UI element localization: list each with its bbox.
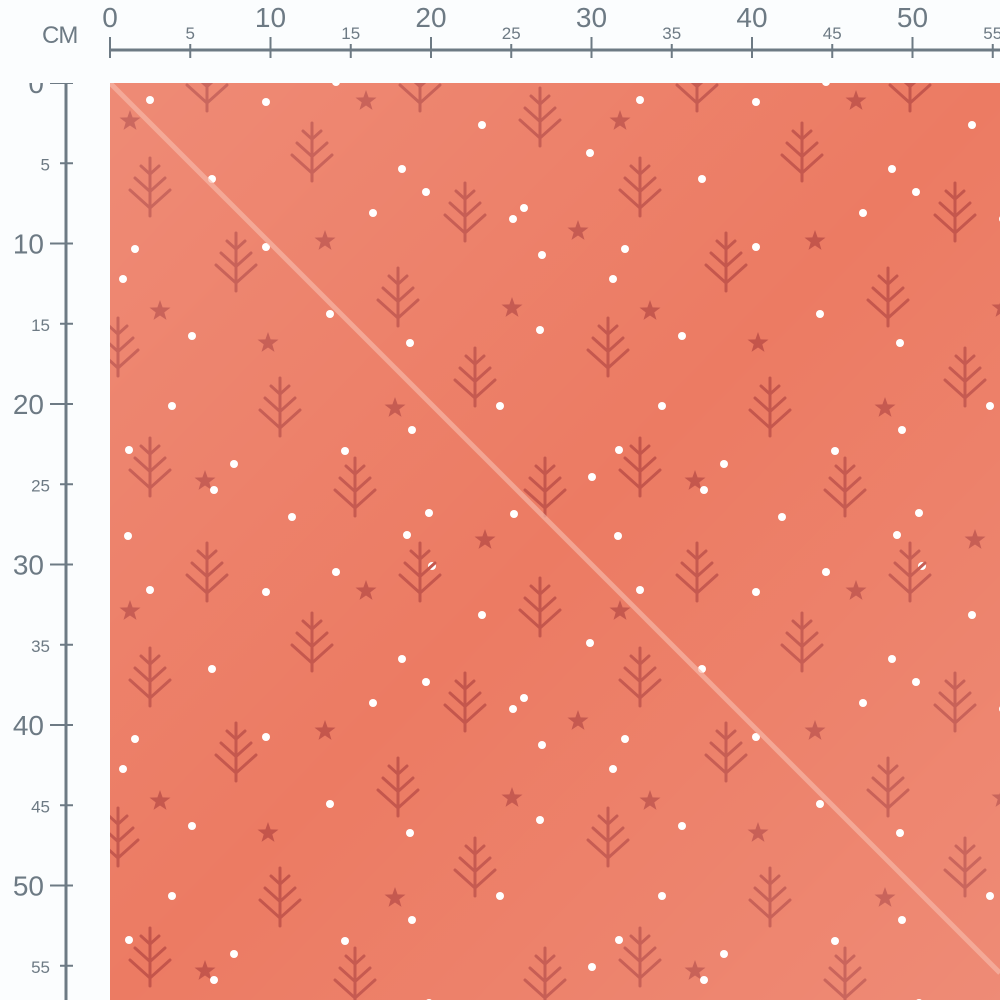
left-ruler-label: 15: [31, 316, 50, 335]
top-ruler-label: 20: [415, 2, 446, 33]
left-ruler-label: 55: [31, 958, 50, 977]
left-ruler-label: 40: [13, 710, 44, 741]
top-ruler-label: 15: [341, 24, 360, 43]
left-ruler-label: 5: [41, 155, 50, 174]
top-ruler-label: 55: [983, 24, 1000, 43]
left-ruler-label: 35: [31, 637, 50, 656]
left-ruler-label: 20: [13, 389, 44, 420]
top-ruler-label: 25: [502, 24, 521, 43]
top-ruler-label: 40: [736, 2, 767, 33]
top-ruler-label: 5: [186, 24, 195, 43]
top-ruler: 0 5 10 15 20 25 30 35 40 45 50 55: [102, 2, 1000, 58]
left-ruler-label: 10: [13, 229, 44, 260]
left-ruler-label: 45: [31, 797, 50, 816]
left-ruler-label: 25: [31, 476, 50, 495]
left-ruler-label: 50: [13, 871, 44, 902]
top-ruler-label: 50: [897, 2, 928, 33]
top-ruler-label: 0: [102, 2, 118, 33]
top-ruler-label: 35: [662, 24, 681, 43]
top-ruler-label: 45: [823, 24, 842, 43]
top-ruler-label: 10: [255, 2, 286, 33]
unit-label: CM: [42, 22, 78, 49]
fold-line: [110, 83, 1000, 975]
fabric-sheen: [110, 83, 1000, 1000]
left-ruler-label: 30: [13, 550, 44, 581]
left-ruler-area: 0 5 10 15 20 25 30 35 40 45 50 55: [13, 83, 73, 1000]
left-ruler-label: 0: [28, 83, 44, 99]
rulers: 0 5 10 15 20 25 30 35 40 45 50 55: [102, 2, 1000, 58]
left-ruler: 0 5 10 15 20 25 30 35 40 45 50 55: [13, 83, 73, 1000]
top-ruler-label: 30: [576, 2, 607, 33]
fabric-preview[interactable]: [110, 83, 1000, 1000]
